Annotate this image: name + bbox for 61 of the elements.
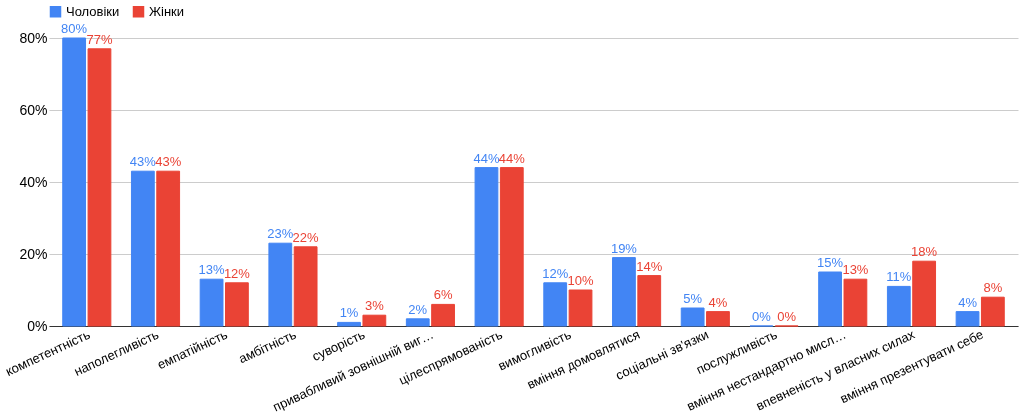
bar: [499, 167, 524, 327]
data-label: 0%: [751, 309, 772, 324]
data-label: 43%: [155, 154, 182, 170]
y-tick-label: 0%: [27, 317, 48, 334]
data-label: 12%: [542, 265, 569, 281]
bar: [543, 282, 568, 327]
legend-label: Чоловіки: [66, 3, 120, 19]
data-label: 80%: [61, 21, 88, 36]
data-label: 44%: [473, 150, 500, 166]
bar: [156, 170, 181, 327]
legend-label: Жінки: [149, 3, 185, 19]
data-label: 77%: [86, 31, 113, 47]
bar: [818, 271, 842, 327]
bar: [886, 285, 911, 327]
bar: [706, 311, 730, 327]
bar: [362, 314, 387, 327]
bar: [568, 289, 593, 327]
bar: [130, 170, 155, 327]
data-label: 15%: [817, 255, 844, 270]
data-label: 13%: [198, 262, 226, 278]
data-label: 6%: [433, 287, 453, 303]
bar: [293, 246, 318, 327]
data-label: 22%: [292, 229, 320, 245]
bar: [637, 275, 662, 327]
data-label: 23%: [267, 226, 294, 242]
bar: [225, 282, 249, 327]
data-label: 4%: [708, 294, 728, 310]
bar: [337, 321, 361, 327]
data-label: 0%: [777, 309, 797, 324]
bar: [62, 37, 87, 327]
bar: [912, 260, 937, 327]
bar: [612, 257, 636, 327]
bar: [199, 278, 224, 327]
data-label: 11%: [886, 269, 912, 285]
bar: [268, 242, 293, 327]
data-label: 5%: [683, 291, 703, 306]
data-label: 19%: [610, 240, 638, 256]
data-label: 4%: [958, 294, 978, 310]
data-label: 10%: [567, 273, 594, 288]
data-label: 1%: [339, 305, 359, 321]
bar: [431, 303, 455, 327]
data-label: 18%: [911, 244, 938, 260]
data-label: 14%: [636, 258, 663, 274]
bar: [955, 311, 980, 327]
bar: [980, 296, 1005, 327]
y-tick-label: 40%: [19, 173, 48, 190]
data-label: 3%: [364, 298, 385, 314]
bar: [87, 48, 112, 327]
bar: [680, 307, 705, 327]
data-label: 8%: [983, 280, 1003, 296]
y-tick-label: 20%: [19, 245, 48, 262]
data-label: 12%: [223, 265, 251, 281]
bar: [474, 167, 499, 327]
data-label: 44%: [498, 150, 526, 166]
y-tick-label: 80%: [19, 29, 48, 46]
bar: [843, 278, 868, 327]
data-label: 13%: [842, 262, 869, 278]
bar: [405, 318, 430, 327]
data-label: 43%: [129, 154, 157, 170]
y-tick-label: 60%: [19, 101, 48, 118]
data-label: 2%: [408, 301, 428, 317]
